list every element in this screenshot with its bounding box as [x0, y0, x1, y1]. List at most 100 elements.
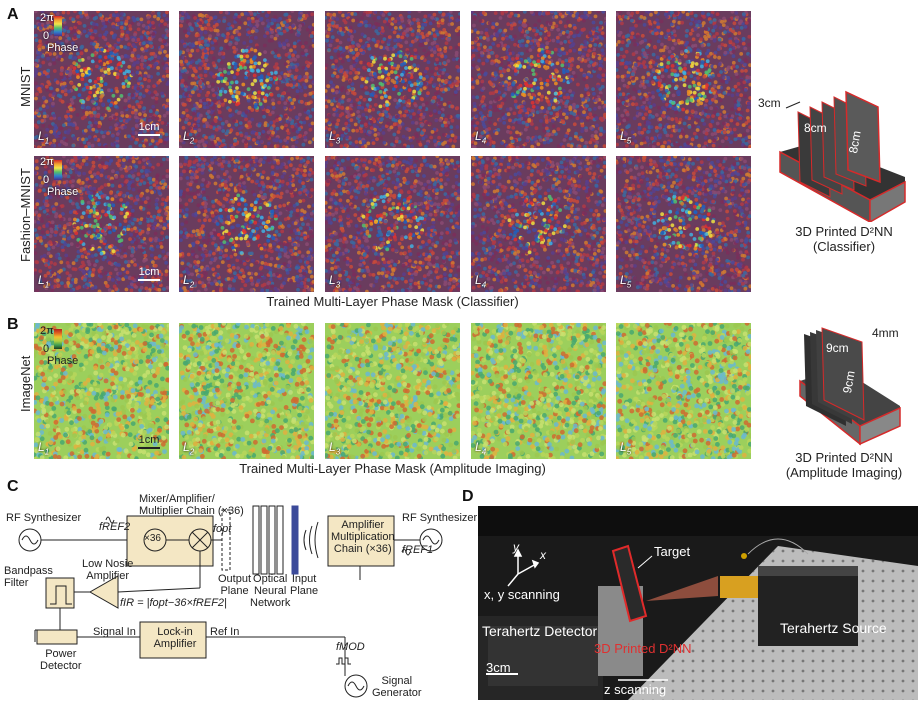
- layer-label: L4: [475, 128, 487, 145]
- f-mod-label: fMOD: [336, 641, 365, 653]
- axis-y-label: y: [513, 540, 519, 554]
- layer-label: L2: [183, 272, 195, 289]
- amp-chain-2: Multiplication: [331, 531, 395, 543]
- power-detector-label: Power Detector: [40, 648, 82, 672]
- phase-mask-tile: L5: [616, 11, 751, 148]
- layer-label: L5: [620, 272, 632, 289]
- scale-bar: 1cm: [138, 121, 160, 136]
- colorbar-top-label: 2π: [40, 325, 54, 337]
- signal-in-label: Signal In: [93, 626, 136, 638]
- phase-mask-tile: L4: [471, 11, 606, 148]
- sig-gen-1: Signal: [381, 675, 413, 687]
- phase-mask-tile: L3: [325, 156, 460, 292]
- device-dim-width: 8cm: [804, 121, 827, 135]
- mixer-title-2: Multiplier Chain (×36): [139, 505, 244, 517]
- layer-label: L4: [475, 439, 487, 456]
- panel-c-label: C: [7, 478, 19, 495]
- mixer-title: Mixer/Amplifier/Multiplier Chain (×36): [139, 493, 244, 517]
- colorbar-bottom-label: 0: [43, 30, 50, 42]
- layer-label: L4: [475, 272, 487, 289]
- f-ref1-label: fREF1: [402, 544, 434, 556]
- device-dim-thickness: 3cm: [758, 96, 781, 110]
- printed-classifier-device: [779, 90, 906, 222]
- phase-colorbar: [54, 160, 62, 180]
- colorbar-phase-label: Phase: [47, 186, 79, 198]
- phase-colorbar: [54, 16, 62, 36]
- scale-bar: 1cm: [138, 434, 160, 449]
- experimental-setup-photo: [478, 506, 918, 700]
- layer-label: L2: [183, 128, 195, 145]
- multiplier-x36: ×36: [144, 533, 161, 544]
- phase-mask-tile: L4: [471, 156, 606, 292]
- device-caption: 3D Printed D²NN (Classifier): [768, 224, 920, 254]
- device-caption-title: 3D Printed D²NN: [795, 450, 893, 465]
- colorbar-phase-label: Phase: [47, 42, 79, 54]
- onn-2: Neural: [253, 585, 287, 597]
- colorbar-top-label: 2π: [40, 156, 54, 168]
- layer-label: L3: [329, 272, 341, 289]
- phase-mask-tile: L3: [325, 323, 460, 459]
- photo-illustration: [478, 506, 918, 700]
- phase-mask-tile: L3: [325, 11, 460, 148]
- phase-mask-tile: L2: [179, 323, 314, 459]
- phase-mask-tile: L5: [616, 156, 751, 292]
- layer-label: L3: [329, 439, 341, 456]
- ref-in-label: Ref In: [210, 626, 240, 638]
- amp-chain-1: Amplifier: [341, 519, 385, 531]
- panel-d-label: D: [462, 488, 474, 505]
- layer-label: L2: [183, 439, 195, 456]
- target-label: Target: [654, 544, 691, 559]
- phase-mask-tile: L2: [179, 156, 314, 292]
- photo-annotations: [486, 548, 668, 681]
- scale-bar-label: 1cm: [138, 434, 160, 446]
- output-plane-1: Output: [218, 573, 252, 585]
- colorbar-top-label: 2π: [40, 12, 54, 24]
- mixer-title-1: Mixer/Amplifier/: [139, 493, 215, 505]
- rf-synthesizer-right: RF Synthesizer: [402, 512, 478, 524]
- caption-classifier: Trained Multi-Layer Phase Mask (Classifi…: [266, 294, 519, 309]
- phase-mask-tile: L4: [471, 323, 606, 459]
- f-opt-label: fopt: [213, 523, 232, 535]
- printed-d2nn-label: 3D Printed D²NN: [594, 641, 692, 656]
- device-dim-width: 9cm: [826, 341, 849, 355]
- device-caption-title: 3D Printed D²NN: [795, 224, 893, 239]
- layer-label: L5: [620, 439, 632, 456]
- xy-scanning-label: x, y scanning: [484, 587, 560, 602]
- phase-mask-tile: L1: [34, 11, 169, 148]
- thz-source-label: Terahertz Source: [780, 620, 887, 636]
- layer-label: L1: [38, 128, 50, 145]
- output-plane-2: Plane: [220, 585, 249, 597]
- lna-label: Low Nosie Amplifier: [82, 558, 133, 582]
- row-label-fashion-mnist: Fashion–MNIST: [18, 168, 33, 262]
- output-plane-label: Output Plane: [218, 573, 251, 597]
- rf-synthesizer-left: RF Synthesizer: [6, 512, 82, 524]
- onn-label: Optical Neural Network: [250, 573, 290, 609]
- f-if-equation: fIR = |fopt−36×fREF2|: [120, 597, 227, 609]
- phase-mask-tile: L5: [616, 323, 751, 459]
- onn-3: Network: [250, 597, 291, 609]
- lna-1: Low Nosie: [82, 558, 134, 570]
- scale-bar: 1cm: [138, 266, 160, 281]
- input-plane-label: Input Plane: [290, 573, 318, 597]
- amp-chain-3: Chain (×36): [333, 543, 392, 555]
- colorbar-bottom-label: 0: [43, 174, 50, 186]
- onn-1: Optical: [253, 573, 288, 585]
- device-caption-subtitle: (Classifier): [812, 239, 876, 254]
- layer-label: L5: [620, 128, 632, 145]
- input-plane-1: Input: [291, 573, 317, 585]
- lna-2: Amplifier: [86, 570, 130, 582]
- lockin-2: Amplifier: [153, 638, 197, 650]
- row-label-mnist: MNIST: [18, 66, 33, 107]
- input-plane-2: Plane: [290, 585, 319, 597]
- layer-label: L1: [38, 439, 50, 456]
- amp-chain-label: Amplifier Multiplication Chain (×36): [331, 519, 395, 555]
- colorbar-phase-label: Phase: [47, 355, 79, 367]
- f-ref2-label: fREF2: [99, 521, 131, 533]
- signal-generator-label: Signal Generator: [372, 675, 422, 699]
- thz-setup-schematic: [18, 505, 443, 698]
- bandpass-1: Bandpass: [4, 565, 53, 577]
- panel-a-label: A: [7, 6, 19, 23]
- panel-b-label: B: [7, 316, 19, 333]
- power-det-2: Detector: [40, 660, 82, 672]
- phase-mask-tile: L2: [179, 11, 314, 148]
